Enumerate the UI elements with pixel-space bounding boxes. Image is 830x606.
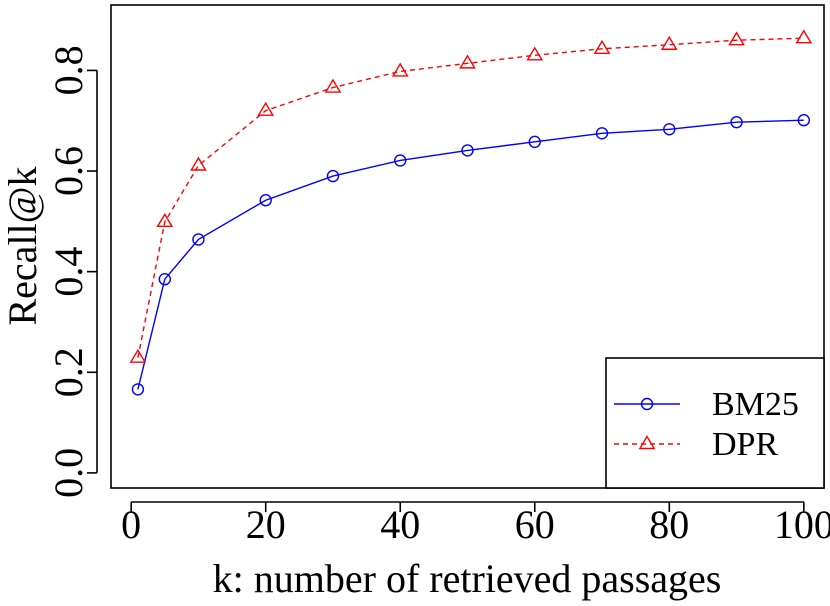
series-bm25 [131,114,811,396]
dpr-line [137,37,804,358]
dpr-point [593,39,611,54]
bm25-point [595,127,609,140]
dpr-point [129,348,147,363]
y-tick-label: 0.4 [46,247,91,297]
dpr-point [660,35,678,50]
y-tick-label: 0.0 [46,448,91,498]
plot-frame [110,4,825,489]
x-tick-label: 20 [246,502,286,547]
bm25-point [730,116,743,129]
dpr-point [156,212,174,228]
series-dpr [129,29,813,363]
bm25-point [259,194,272,207]
y-axis-title: Recall@k [0,166,45,325]
bm25-point [797,114,811,127]
legend-dpr-marker [638,435,656,450]
bm25-point [192,233,205,246]
y-tick-label: 0.2 [46,347,91,397]
bm25-point [326,169,340,183]
legend-dpr-label: DPR [712,426,778,463]
dpr-point [728,31,745,46]
legend-bm25-label: BM25 [712,386,799,423]
y-tick-label: 0.6 [46,146,91,196]
x-axis-title: k: number of retrieved passages [213,556,722,601]
x-axis: 0 20 40 60 80 100 [121,501,830,547]
bm25-point [461,144,474,157]
bm25-line [137,119,804,390]
dpr-point [459,54,476,69]
legend-box [605,357,825,489]
y-axis: 0.0 0.2 0.4 0.6 0.8 [46,45,98,498]
dpr-point [795,29,813,44]
legend-bm25-marker [640,397,654,411]
x-tick-label: 0 [121,502,141,547]
y-tick-label: 0.8 [46,45,91,95]
dpr-point [190,156,207,171]
bm25-point [663,123,676,136]
dpr-point [391,62,409,77]
x-tick-label: 40 [380,502,420,547]
dpr-point [526,46,544,61]
series-layer [129,29,813,396]
bm25-point [158,273,172,286]
x-tick-label: 80 [649,502,689,547]
bm25-point [131,383,145,396]
dpr-point [257,101,275,116]
x-tick-label: 60 [515,502,555,547]
x-tick-label: 100 [774,502,830,547]
bm25-point [394,154,407,167]
dpr-point [324,78,342,93]
bm25-point [528,135,541,149]
